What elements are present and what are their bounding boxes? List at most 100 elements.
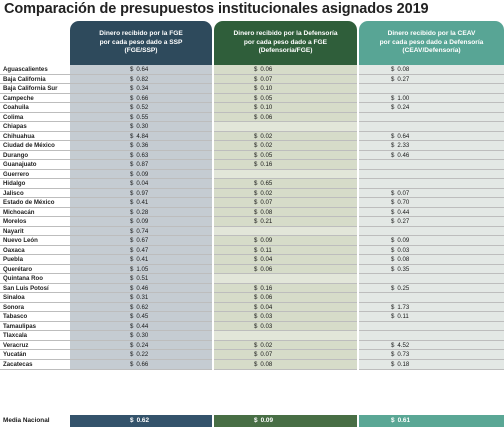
cell-defensoria-fge: $0.04	[214, 302, 357, 313]
currency-symbol: $	[391, 218, 395, 226]
cell-ceav-defensoria: $0.70	[359, 198, 504, 208]
currency-symbol: $	[391, 265, 395, 273]
cell-ceav-defensoria: $0.44	[359, 207, 504, 218]
cell-defensoria-fge: $0.16	[214, 283, 357, 294]
cell-ceav-defensoria	[359, 112, 504, 123]
cell-defensoria-fge: $0.05	[214, 150, 357, 161]
cell-value: 0.47	[136, 246, 149, 254]
state-name: Aguascalientes	[0, 65, 70, 75]
table-row: Oaxaca $0.47 $0.11 $0.03	[0, 245, 504, 256]
currency-symbol: $	[130, 113, 134, 121]
cell-value: 0.64	[397, 132, 410, 140]
cell-ceav-defensoria: $0.03	[359, 245, 504, 256]
currency-symbol: $	[130, 161, 134, 169]
cell-defensoria-fge: $0.02	[214, 188, 357, 199]
cell-defensoria-fge	[214, 331, 357, 341]
cell-defensoria-fge: $0.10	[214, 84, 357, 94]
cell-ceav-defensoria: $0.08	[359, 65, 504, 75]
cell-value: 0.09	[260, 237, 273, 245]
currency-symbol: $	[391, 66, 395, 73]
currency-symbol: $	[254, 85, 258, 93]
cell-value: 0.30	[136, 332, 149, 340]
cell-value: 0.06	[260, 66, 273, 73]
cell-value: 0.64	[136, 66, 149, 73]
cell-value: 0.46	[136, 284, 149, 292]
cell-defensoria-fge: $0.11	[214, 245, 357, 256]
cell-value: 0.07	[260, 75, 273, 83]
cell-value: 0.09	[136, 218, 149, 226]
cell-value: 0.74	[136, 227, 149, 235]
table-row: Estado de México $0.41 $0.07 $0.70	[0, 198, 504, 208]
currency-symbol: $	[391, 94, 395, 102]
cell-fge-ssp: $0.51	[70, 274, 212, 284]
table-row: Baja California $0.82 $0.07 $0.27	[0, 74, 504, 85]
state-name: Campeche	[0, 93, 70, 104]
currency-symbol: $	[130, 227, 134, 235]
cell-value: 0.28	[136, 208, 149, 216]
cell-fge-ssp: $0.87	[70, 160, 212, 170]
cell-ceav-defensoria: $0.27	[359, 217, 504, 227]
currency-symbol: $	[254, 94, 258, 102]
cell-value: 0.18	[397, 360, 410, 368]
table-row: Sinaloa $0.31 $0.06	[0, 293, 504, 303]
cell-value: 0.11	[397, 313, 409, 321]
currency-symbol: $	[130, 313, 134, 321]
table-row: Coahuila $0.52 $0.10 $0.24	[0, 103, 504, 113]
currency-symbol: $	[391, 351, 395, 359]
cell-ceav-defensoria: $4.52	[359, 340, 504, 351]
table-row: Chihuahua $4.84 $0.02 $0.64	[0, 131, 504, 142]
cell-value: 0.66	[136, 360, 149, 368]
cell-value: 0.06	[260, 294, 273, 302]
currency-symbol: $	[254, 132, 258, 140]
cell-fge-ssp: $0.97	[70, 188, 212, 199]
cell-value: 0.31	[136, 294, 149, 302]
cell-defensoria-fge: $0.06	[214, 264, 357, 275]
cell-fge-ssp: $0.28	[70, 207, 212, 218]
table-row: Yucatán $0.22 $0.07 $0.73	[0, 350, 504, 360]
table-row: Nuevo León $0.67 $0.09 $0.09	[0, 236, 504, 246]
currency-symbol: $	[391, 303, 395, 311]
cell-defensoria-fge	[214, 226, 357, 237]
cell-defensoria-fge: $0.08	[214, 207, 357, 218]
cell-value: 0.65	[260, 180, 273, 188]
table-row: Tlaxcala $0.30	[0, 331, 504, 341]
currency-symbol: $	[254, 303, 258, 311]
cell-defensoria-fge: $0.65	[214, 179, 357, 189]
cell-value: 0.62	[136, 303, 149, 311]
footer-value-fge-ssp: $0.62	[70, 415, 212, 427]
currency-symbol: $	[130, 85, 134, 93]
cell-ceav-defensoria	[359, 84, 504, 94]
footer-value-ceav-defensoria: $0.61	[359, 415, 504, 427]
cell-fge-ssp: $0.31	[70, 293, 212, 303]
table-row: Chiapas $0.30	[0, 122, 504, 132]
state-name: Baja California Sur	[0, 84, 70, 94]
currency-symbol: $	[391, 256, 395, 264]
state-name: Hidalgo	[0, 179, 70, 189]
cell-ceav-defensoria	[359, 169, 504, 180]
state-name: Zacatecas	[0, 359, 70, 370]
cell-value: 0.04	[260, 256, 273, 264]
cell-fge-ssp: $0.47	[70, 245, 212, 256]
cell-value: 0.73	[397, 351, 410, 359]
currency-symbol: $	[391, 132, 395, 140]
currency-symbol: $	[254, 294, 258, 302]
cell-value: 0.27	[397, 75, 410, 83]
cell-defensoria-fge: $0.21	[214, 217, 357, 227]
currency-symbol: $	[254, 189, 258, 197]
cell-defensoria-fge: $0.02	[214, 340, 357, 351]
state-name: Tamaulipas	[0, 321, 70, 332]
cell-ceav-defensoria: $0.35	[359, 264, 504, 275]
table-row: Ciudad de México $0.36 $0.02 $2.33	[0, 141, 504, 151]
cell-ceav-defensoria: $0.73	[359, 350, 504, 360]
cell-value: 0.35	[397, 265, 410, 273]
currency-symbol: $	[254, 161, 258, 169]
cell-defensoria-fge: $0.07	[214, 74, 357, 85]
table-row: Guerrero $0.09	[0, 169, 504, 180]
cell-value: 0.66	[136, 94, 149, 102]
state-name: Quintana Roo	[0, 274, 70, 284]
currency-symbol: $	[130, 208, 134, 216]
table-row: Aguascalientes $0.64 $0.06 $0.08	[0, 65, 504, 75]
currency-symbol: $	[130, 246, 134, 254]
cell-ceav-defensoria: $0.07	[359, 188, 504, 199]
state-name: Colima	[0, 112, 70, 123]
